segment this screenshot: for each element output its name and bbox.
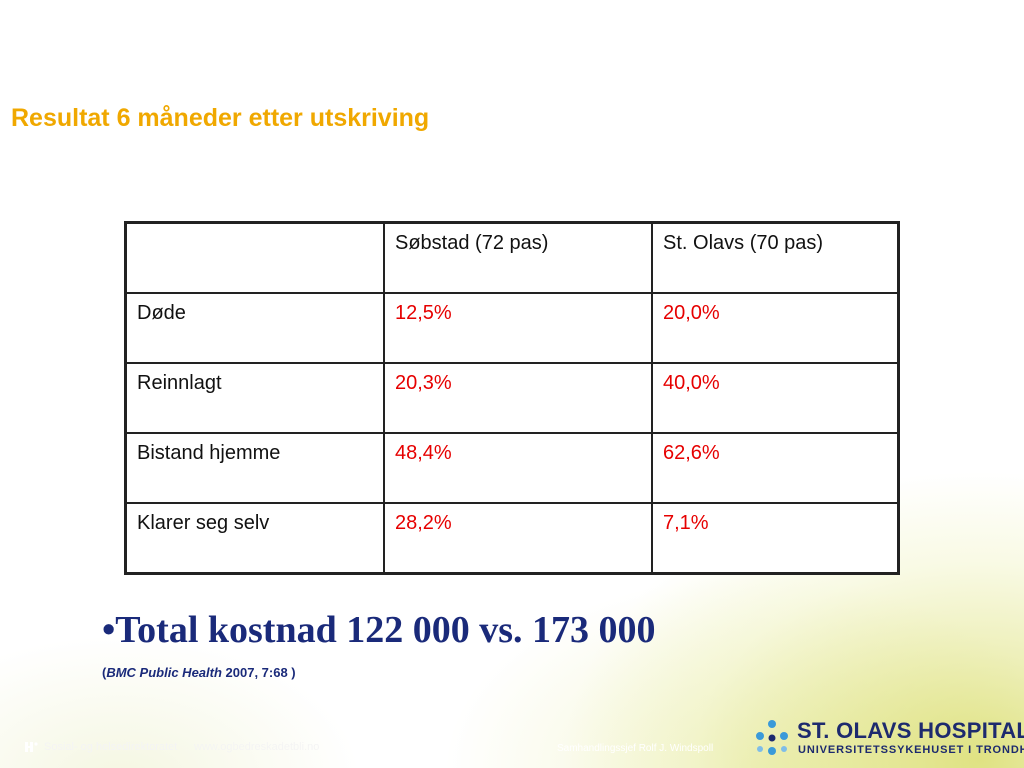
citation: (BMC Public Health 2007, 7:68 ) <box>102 665 296 680</box>
hospital-logo: ST. OLAVS HOSPITAL UNIVERSITETSSYKEHUSET… <box>752 716 1024 760</box>
header-cell-empty <box>124 221 385 294</box>
table-row: Døde 12,5% 20,0% <box>124 292 900 364</box>
hospital-subtitle: UNIVERSITETSSYKEHUSET I TRONDHEIM <box>798 744 1024 756</box>
hospital-name: ST. OLAVS HOSPITAL <box>797 718 1024 743</box>
slide-title: Resultat 6 måneder etter utskriving <box>11 104 430 132</box>
st-olavs-value: 40,0% <box>651 362 900 434</box>
directorate-name: Sosial- og helsedirektoratet <box>44 741 178 753</box>
total-cost-bullet: •Total kostnad 122 000 vs. 173 000 <box>102 609 656 651</box>
st-olavs-value: 7,1% <box>651 502 900 575</box>
footer: Sosial- og helsedirektoratet www.ogbedre… <box>0 736 1024 764</box>
footer-author: Samhandlingssjef Rolf J. Windspoll <box>557 743 714 754</box>
table-row: Klarer seg selv 28,2% 7,1% <box>124 502 900 575</box>
header-cell-sobstad: Søbstad (72 pas) <box>383 221 653 294</box>
hospital-dots-icon <box>756 720 788 755</box>
table-header-row: Søbstad (72 pas) St. Olavs (70 pas) <box>124 221 900 294</box>
citation-rest: 2007, 7:68 ) <box>221 665 296 680</box>
sobstad-value: 12,5% <box>383 292 653 364</box>
row-label: Døde <box>124 292 385 364</box>
table-row: Bistand hjemme 48,4% 62,6% <box>124 432 900 504</box>
sobstad-value: 48,4% <box>383 432 653 504</box>
st-olavs-value: 20,0% <box>651 292 900 364</box>
citation-journal: BMC Public Health <box>106 665 222 680</box>
header-cell-st-olavs: St. Olavs (70 pas) <box>651 221 900 294</box>
sobstad-value: 28,2% <box>383 502 653 575</box>
row-label: Reinnlagt <box>124 362 385 434</box>
citation-open: ( <box>102 665 107 680</box>
row-label: Klarer seg selv <box>124 502 385 575</box>
table-row: Reinnlagt 20,3% 40,0% <box>124 362 900 434</box>
st-olavs-value: 62,6% <box>651 432 900 504</box>
results-table: Søbstad (72 pas) St. Olavs (70 pas) Døde… <box>124 221 900 575</box>
footer-date: 02.04.2014 <box>393 743 444 754</box>
footer-url[interactable]: www.ogbedreskadetbli.no <box>194 741 320 753</box>
directorate-logo-icon <box>25 742 38 752</box>
row-label: Bistand hjemme <box>124 432 385 504</box>
sobstad-value: 20,3% <box>383 362 653 434</box>
